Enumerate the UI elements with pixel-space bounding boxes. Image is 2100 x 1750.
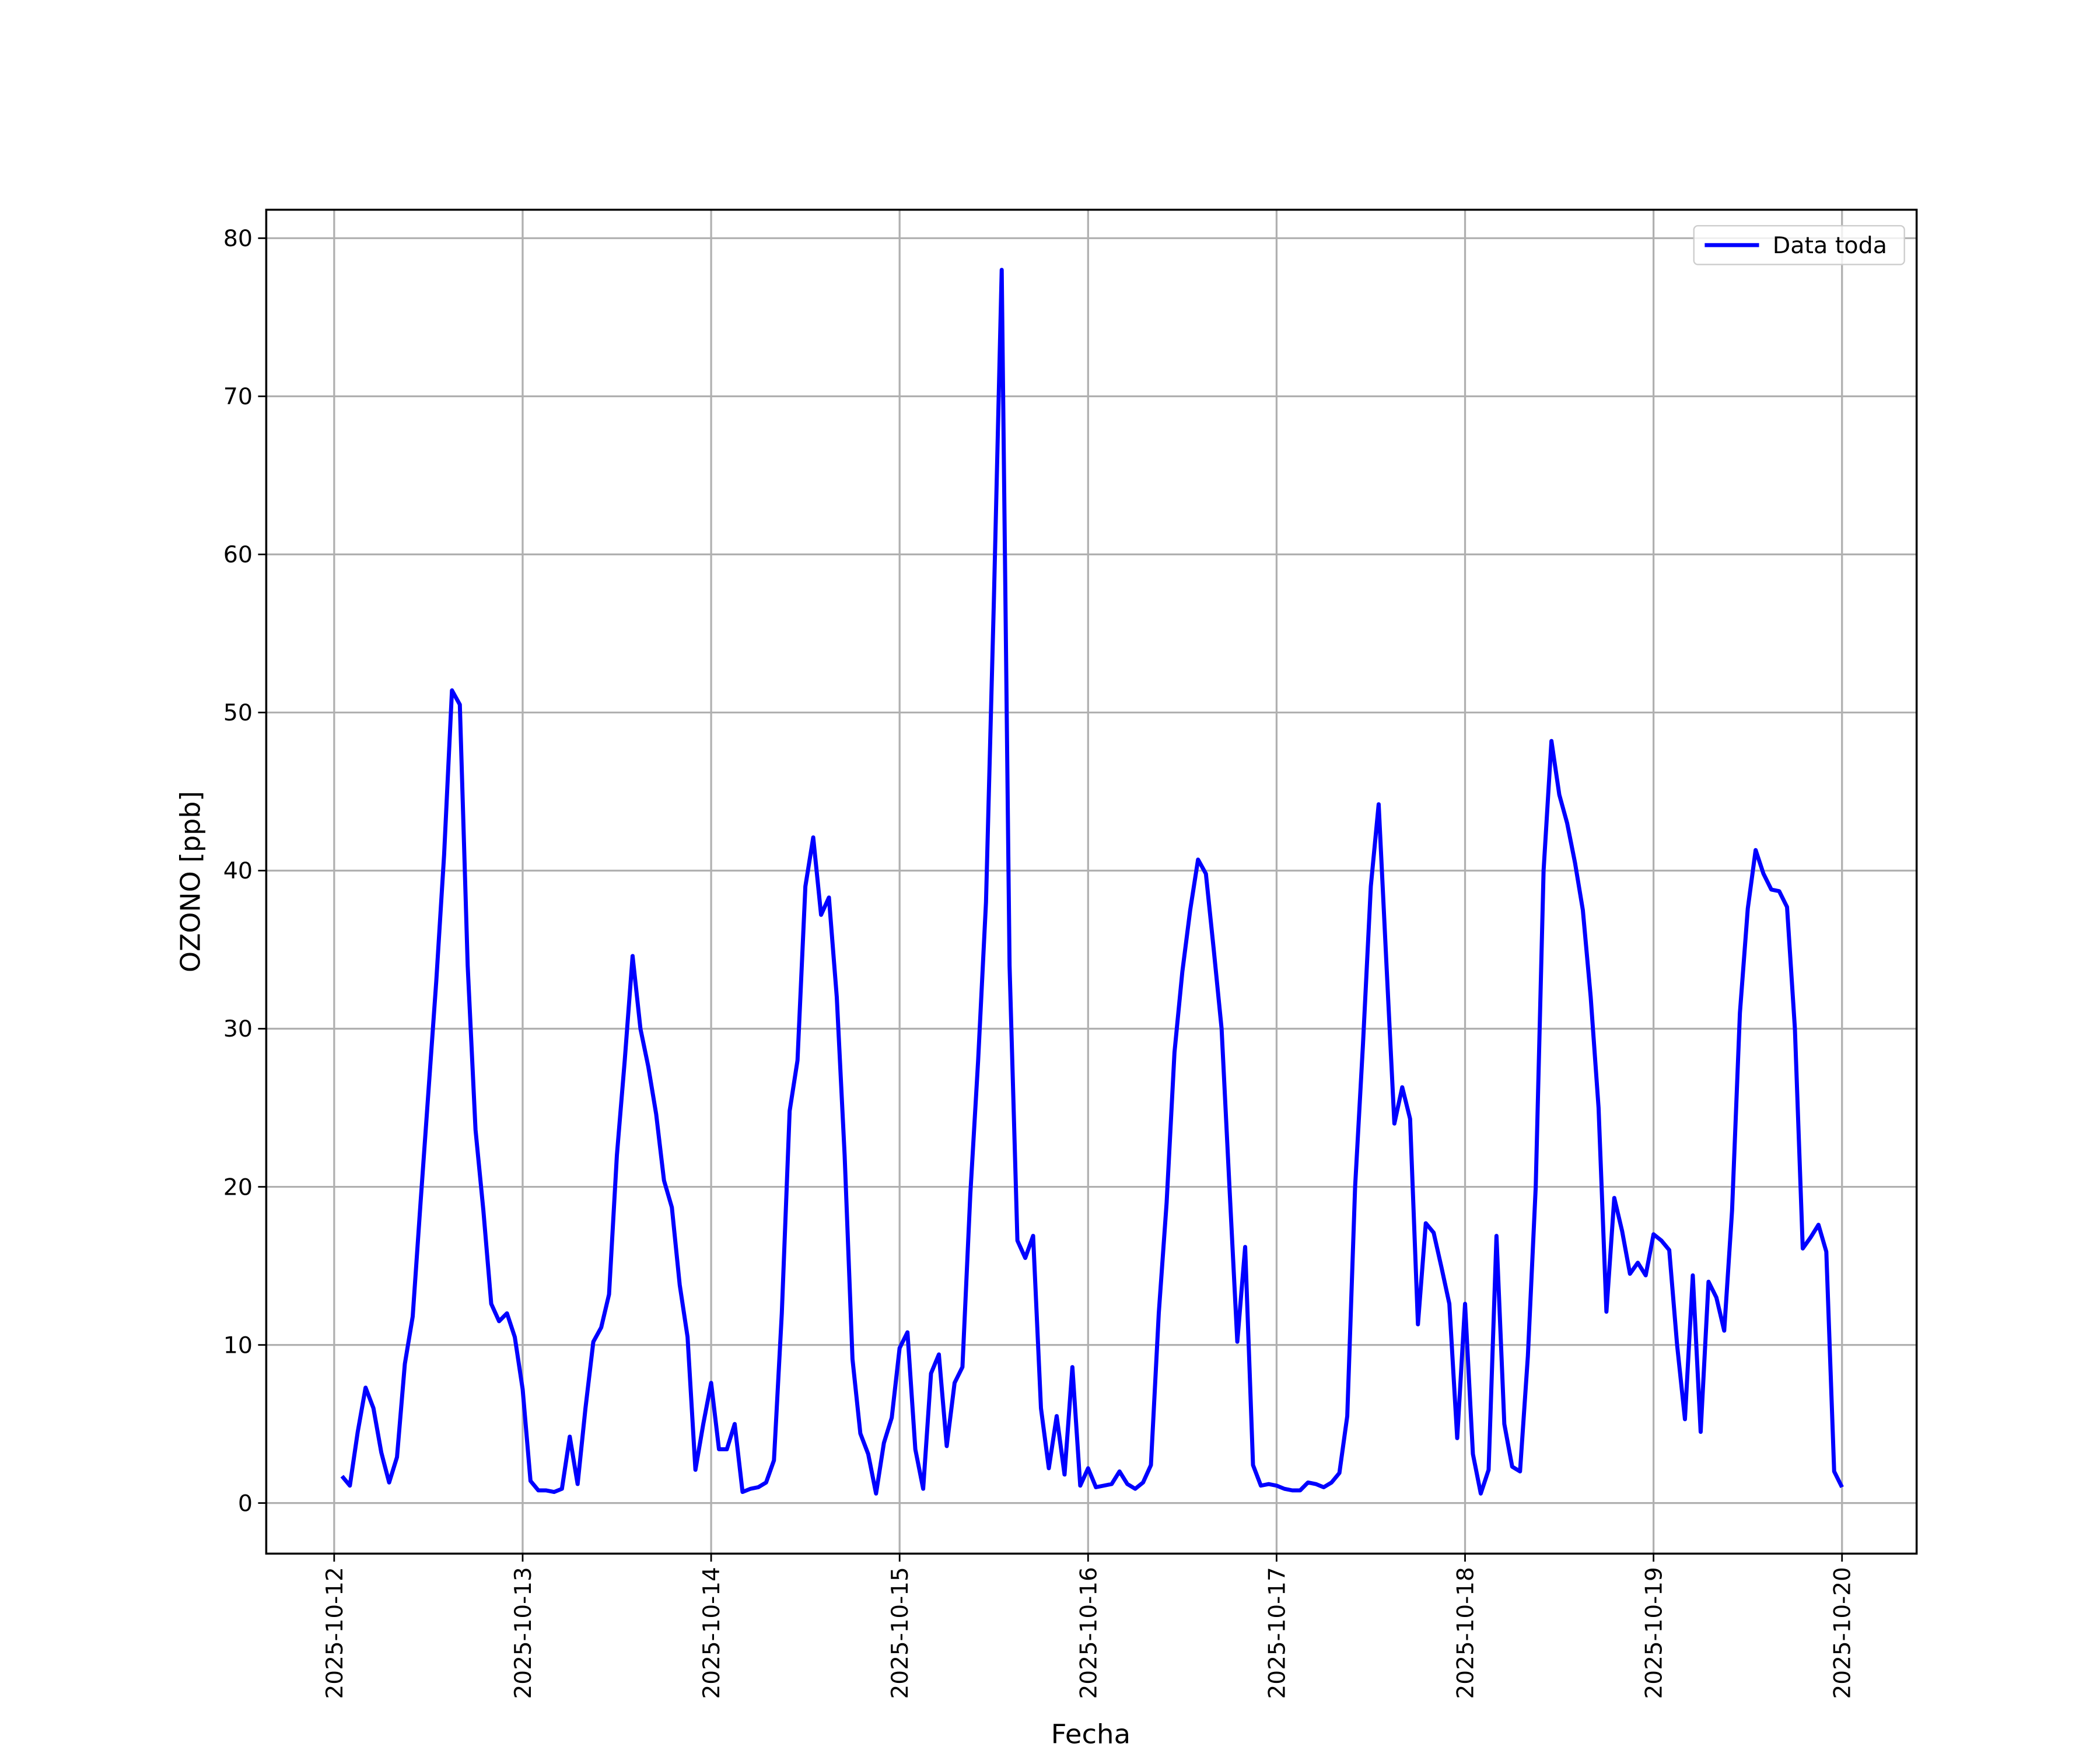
y-tick-label: 0: [238, 1491, 253, 1517]
y-tick-label: 70: [223, 384, 253, 410]
plot-frame: [265, 208, 1918, 1555]
x-tick-label: 2025-10-16: [1076, 1567, 1102, 1699]
x-tick-label: 2025-10-15: [887, 1567, 914, 1699]
x-tick-label: 2025-10-20: [1829, 1567, 1856, 1699]
y-tick-label: 10: [223, 1333, 253, 1359]
x-tick-label: 2025-10-18: [1452, 1567, 1479, 1699]
x-tick-label: 2025-10-19: [1641, 1567, 1667, 1699]
x-tick-label: 2025-10-12: [322, 1567, 348, 1699]
y-tick-label: 40: [223, 859, 253, 885]
x-tick-label: 2025-10-13: [510, 1567, 537, 1699]
x-tick-label: 2025-10-14: [699, 1567, 725, 1699]
data-line: [340, 268, 1844, 1496]
y-tick-label: 20: [223, 1175, 253, 1201]
y-axis-label: OZONO [ppb]: [174, 791, 206, 972]
y-tick-label: 50: [223, 700, 253, 726]
x-tick-label: 2025-10-17: [1264, 1567, 1290, 1699]
legend-label: Data toda: [1773, 233, 1887, 259]
y-tick-label: 60: [223, 542, 253, 568]
y-tick-label: 80: [223, 226, 253, 252]
legend-box: [1693, 225, 1905, 265]
x-axis-label: Fecha: [1051, 1718, 1131, 1750]
y-tick-label: 30: [223, 1017, 253, 1043]
